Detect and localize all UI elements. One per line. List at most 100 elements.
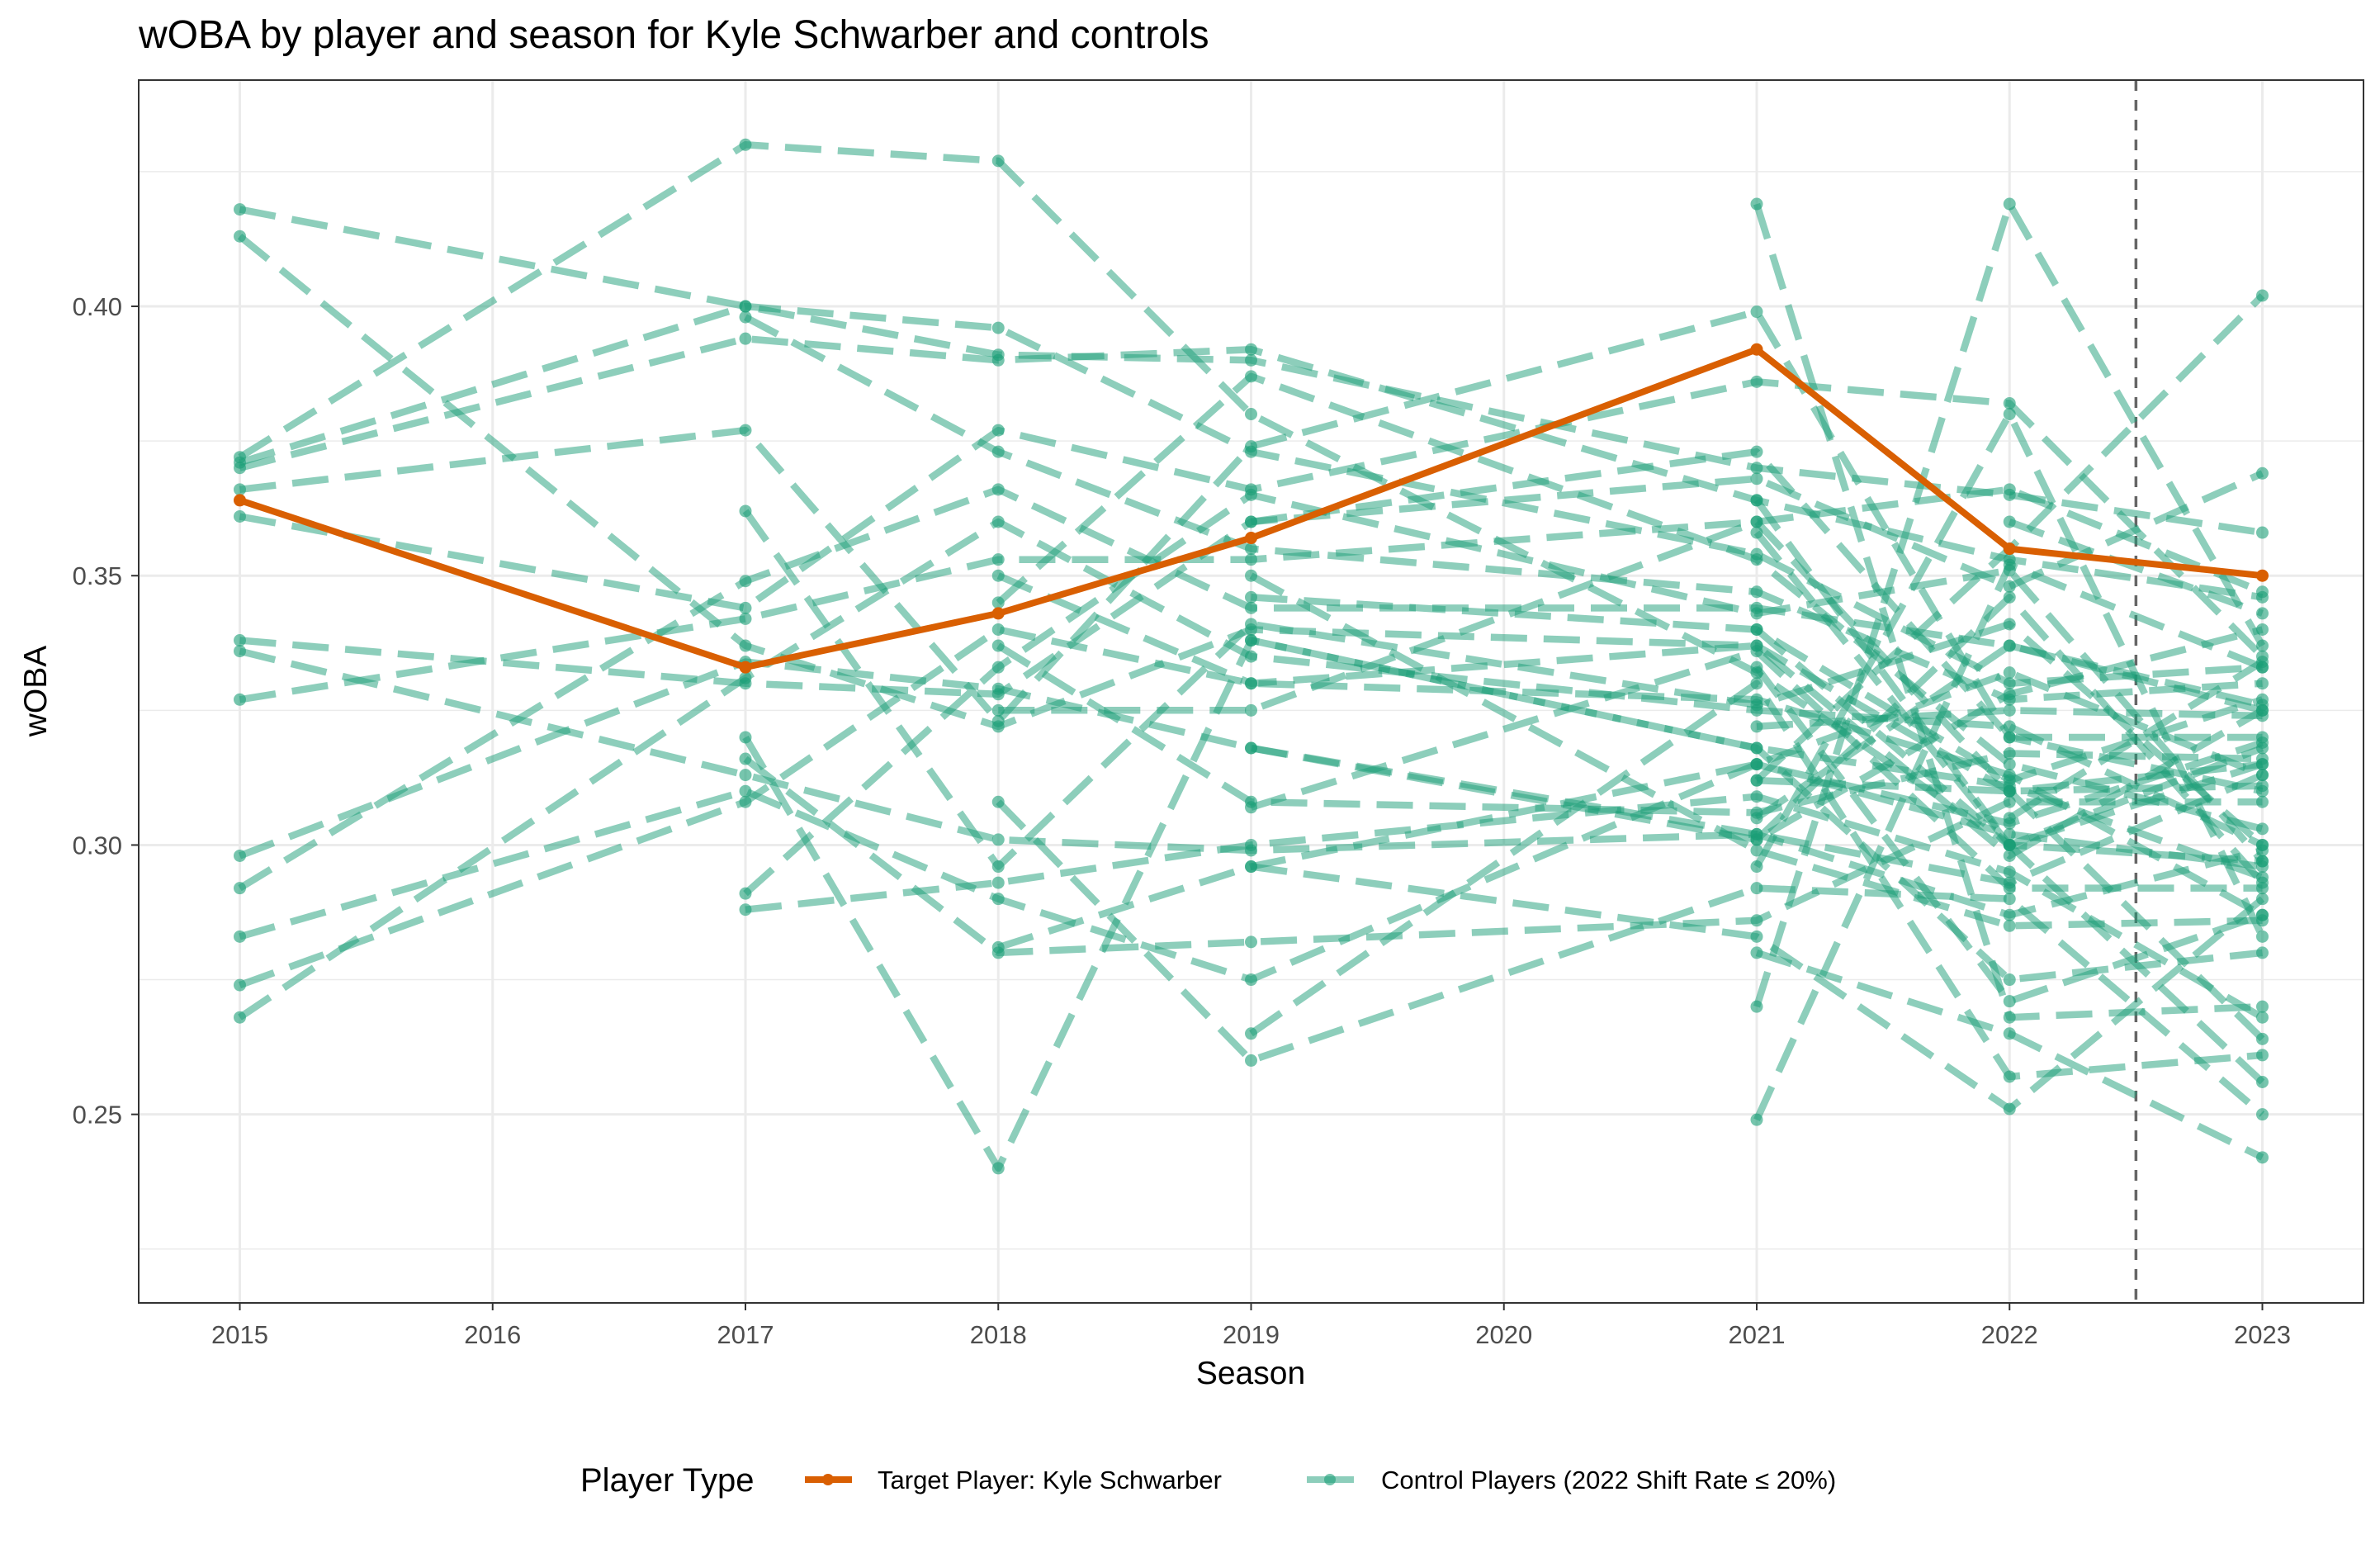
control-player-point (2003, 1070, 2016, 1083)
control-player-point (739, 310, 752, 324)
control-player-points (234, 138, 2269, 1175)
control-player-point (1750, 882, 1763, 895)
control-player-point (2003, 590, 2016, 604)
control-player-point (234, 634, 246, 647)
control-player-point (739, 300, 752, 313)
control-player-point (1245, 741, 1257, 755)
control-player-point (2256, 893, 2269, 906)
control-player-point (2256, 693, 2269, 706)
control-player-point (1750, 720, 1763, 733)
control-player-point (1750, 197, 1763, 211)
y-axis: 0.25 0.30 0.35 0.40 (73, 292, 139, 1130)
control-player-point (1245, 634, 1257, 647)
control-player-point (1750, 699, 1763, 712)
control-player-point (1750, 1113, 1763, 1126)
control-player-point (2256, 779, 2269, 793)
control-player-point (2256, 908, 2269, 921)
control-player-point (1750, 472, 1763, 485)
control-player-point (2003, 618, 2016, 631)
control-player-point (991, 876, 1005, 889)
control-player-point (234, 462, 246, 475)
control-player-line (743, 491, 2265, 897)
control-player-point (2003, 865, 2016, 879)
control-player-point (739, 612, 752, 625)
target-player-point (1245, 532, 1257, 545)
legend: Player Type Target Player: Kyle Schwarbe… (580, 1462, 1836, 1499)
control-player-point (991, 795, 1005, 808)
control-player-point (1245, 1027, 1257, 1040)
control-player-point (1245, 343, 1257, 356)
control-player-point (991, 515, 1005, 528)
control-player-point (1750, 515, 1763, 528)
control-player-point (1750, 645, 1763, 658)
control-player-point (2256, 769, 2269, 782)
control-player-line (2008, 519, 2264, 617)
control-player-point (991, 596, 1005, 609)
y-tick-label: 0.30 (73, 831, 122, 860)
control-player-point (1750, 585, 1763, 599)
control-player-point (234, 483, 246, 496)
control-player-point (991, 714, 1005, 727)
control-player-point (2256, 623, 2269, 636)
control-player-point (2256, 741, 2269, 755)
x-axis: 2015 2016 2017 2018 2019 2020 2021 2022 2023 (211, 1303, 2291, 1349)
control-player-point (2256, 1108, 2269, 1121)
control-player-point (991, 623, 1005, 636)
control-player-point (1245, 488, 1257, 501)
control-player-point (991, 1162, 1005, 1175)
legend-control-marker (1324, 1474, 1336, 1485)
legend-target-label: Target Player: Kyle Schwarber (878, 1466, 1222, 1494)
control-player-point (234, 1011, 246, 1024)
control-player-line (998, 518, 2265, 1042)
control-player-line (1753, 665, 2264, 1005)
control-player-point (991, 445, 1005, 458)
control-player-point (2256, 289, 2269, 302)
control-player-point (2003, 747, 2016, 760)
control-player-point (739, 575, 752, 588)
control-player-point (2003, 396, 2016, 410)
control-player-point (991, 321, 1005, 334)
control-player-point (234, 203, 246, 216)
control-player-point (1750, 1000, 1763, 1013)
control-player-point (234, 693, 246, 706)
control-player-point (2256, 876, 2269, 889)
control-player-point (2256, 607, 2269, 620)
control-player-point (1750, 462, 1763, 475)
control-player-point (739, 138, 752, 151)
control-player-point (991, 893, 1005, 906)
control-player-point (991, 703, 1005, 717)
y-axis-label: wOBA (18, 646, 54, 738)
control-player-line (744, 314, 2263, 703)
control-player-point (1245, 838, 1257, 851)
control-player-point (2256, 795, 2269, 808)
y-tick-label: 0.35 (73, 561, 122, 590)
control-player-point (1245, 935, 1257, 949)
control-player-point (1750, 790, 1763, 803)
control-player-point (1245, 801, 1257, 814)
control-player-point (2003, 408, 2016, 421)
control-player-point (739, 504, 752, 518)
target-player-point (2003, 542, 2016, 556)
control-player-point (2256, 639, 2269, 652)
control-player-point (2003, 1102, 2016, 1115)
x-tick-label: 2016 (464, 1320, 521, 1349)
x-tick-label: 2015 (211, 1320, 268, 1349)
control-player-point (234, 230, 246, 243)
control-player-point (1245, 618, 1257, 631)
control-player-point (2003, 197, 2016, 211)
control-player-point (2003, 995, 2016, 1008)
x-tick-label: 2023 (2234, 1320, 2291, 1349)
control-player-point (739, 784, 752, 798)
control-player-point (739, 332, 752, 345)
control-player-point (2003, 882, 2016, 895)
control-player-point (1750, 758, 1763, 771)
control-player-point (2256, 1032, 2269, 1045)
control-player-point (1245, 590, 1257, 604)
control-player-point (1750, 677, 1763, 690)
control-player-point (739, 671, 752, 684)
legend-title: Player Type (580, 1462, 755, 1499)
control-player-point (1750, 774, 1763, 787)
control-player-point (1750, 375, 1763, 388)
control-player-line (997, 669, 2264, 951)
target-player-point (2256, 569, 2269, 582)
